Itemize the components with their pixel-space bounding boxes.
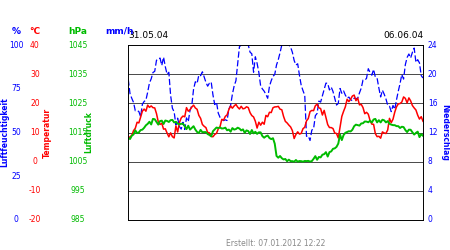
Text: 40: 40 — [30, 40, 40, 50]
Text: -10: -10 — [29, 186, 41, 195]
Text: 30: 30 — [30, 70, 40, 79]
Text: Niederschlag: Niederschlag — [441, 104, 450, 161]
Text: 1015: 1015 — [68, 128, 88, 137]
Text: 10: 10 — [30, 128, 40, 137]
Text: 20: 20 — [30, 99, 40, 108]
Text: 8: 8 — [428, 157, 433, 166]
Text: 20: 20 — [428, 70, 437, 79]
Text: 1035: 1035 — [68, 70, 88, 79]
Text: Temperatur: Temperatur — [42, 108, 51, 158]
Text: Luftfeuchtigkeit: Luftfeuchtigkeit — [0, 98, 9, 168]
Text: %: % — [12, 26, 21, 36]
Text: 16: 16 — [428, 99, 437, 108]
Text: 0: 0 — [32, 157, 37, 166]
Text: 4: 4 — [428, 186, 433, 195]
Text: 1045: 1045 — [68, 40, 88, 50]
Text: 0: 0 — [14, 216, 18, 224]
Text: °C: °C — [29, 26, 40, 36]
Text: mm/h: mm/h — [106, 26, 134, 36]
Text: 25: 25 — [11, 172, 21, 181]
Text: 75: 75 — [11, 84, 21, 93]
Text: 50: 50 — [11, 128, 21, 137]
Text: 985: 985 — [71, 216, 85, 224]
Text: 12: 12 — [428, 128, 437, 137]
Text: Erstellt: 07.01.2012 12:22: Erstellt: 07.01.2012 12:22 — [226, 239, 325, 248]
Text: 100: 100 — [9, 40, 23, 50]
Text: 24: 24 — [428, 40, 437, 50]
Text: 06.06.04: 06.06.04 — [383, 31, 423, 40]
Text: Luftdruck: Luftdruck — [85, 112, 94, 154]
Text: 995: 995 — [71, 186, 86, 195]
Text: 31.05.04: 31.05.04 — [128, 31, 168, 40]
Text: 0: 0 — [428, 216, 433, 224]
Text: 1005: 1005 — [68, 157, 88, 166]
Text: hPa: hPa — [68, 26, 87, 36]
Text: 1025: 1025 — [68, 99, 88, 108]
Text: -20: -20 — [29, 216, 41, 224]
